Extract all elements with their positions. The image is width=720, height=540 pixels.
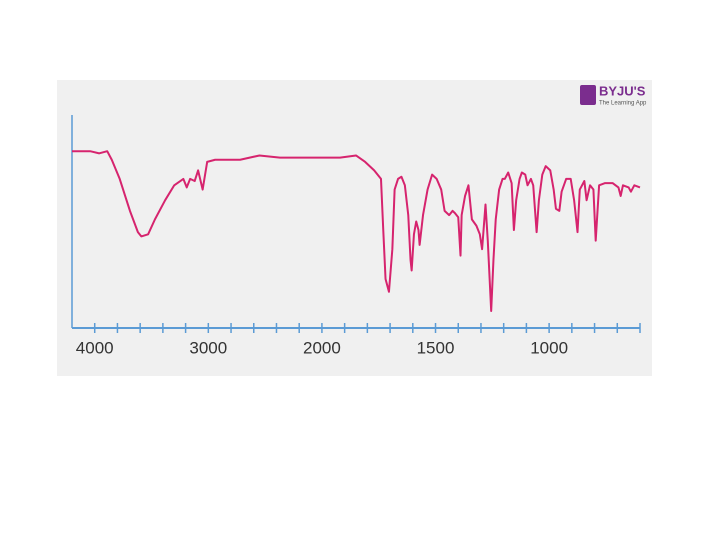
spectrum-line — [72, 150, 641, 312]
brand-tagline: The Learning App — [599, 101, 647, 107]
x-tick-label: 1000 — [530, 338, 568, 357]
brand-name: BYJU'S — [599, 83, 646, 98]
x-tick-label: 2000 — [303, 338, 341, 357]
brand-logo: BYJU'S The Learning App — [580, 83, 647, 107]
x-tick-label: 3000 — [189, 338, 227, 357]
x-tick-label: 1500 — [417, 338, 455, 357]
chart-panel — [57, 80, 652, 376]
x-tick-label: 4000 — [76, 338, 114, 357]
logo-icon — [580, 85, 596, 105]
